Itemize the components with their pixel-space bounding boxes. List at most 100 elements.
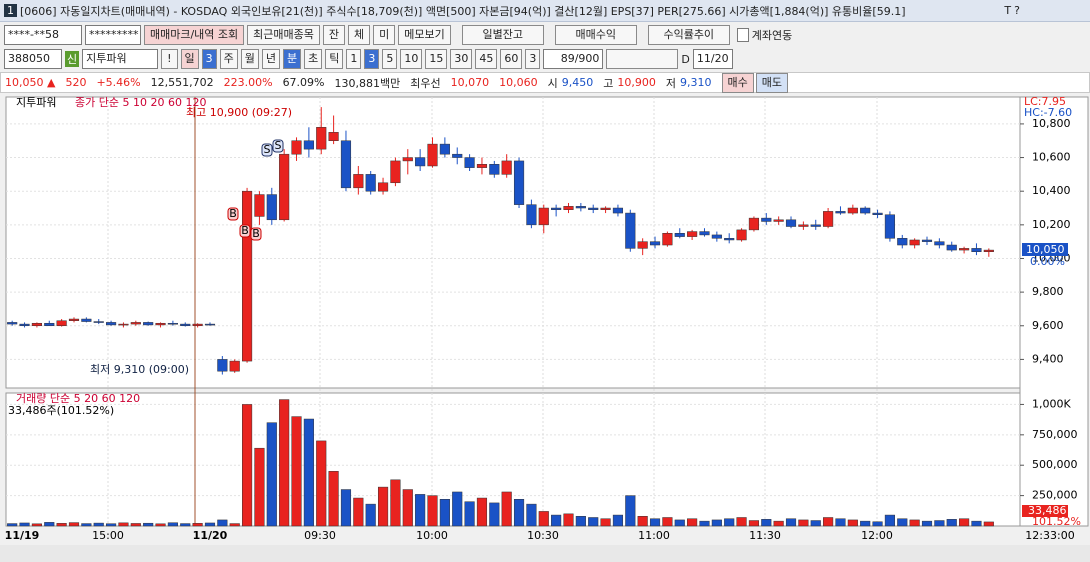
hc-label: HC:-7.60 (1024, 106, 1072, 119)
toolbar-button[interactable]: 최근매매종목 (247, 25, 320, 45)
volume-bar (130, 523, 141, 527)
volume-bar (241, 404, 253, 527)
symbol-bar: 388050 신 지투파워 ! 일 3 주 월 년 분 초 틱 1 3 5 10 15 30 45 60 3 89… (0, 48, 1090, 70)
date-input[interactable]: 11/20 (692, 49, 733, 69)
volume-bar (316, 440, 327, 527)
interval-button[interactable]: 30 (450, 49, 473, 69)
toolbar-button[interactable]: 매매마크/내역 조회 (144, 25, 245, 45)
volume-bar (427, 495, 438, 527)
x-tick-label: 12:00 (861, 529, 893, 542)
candle-body (353, 174, 364, 189)
trade-mark-label: B (241, 224, 249, 237)
toolbar-button[interactable]: 메모보기 (398, 25, 451, 45)
interval-button[interactable]: 3 (364, 49, 380, 69)
quote-item: 520 (65, 76, 87, 89)
y-tick-label: 10,600 (1032, 151, 1071, 164)
volume-bar (711, 519, 722, 527)
x-tick-label: 11/19 (5, 529, 40, 542)
candle-body (983, 249, 994, 253)
volume-bar (167, 522, 178, 527)
candle-body (625, 212, 636, 249)
candle-body (427, 143, 438, 167)
candle-body (155, 322, 166, 326)
volume-bar (983, 521, 994, 527)
volume-bar (390, 479, 401, 527)
y-tick-label: 9,800 (1032, 285, 1064, 298)
candle-body (773, 219, 784, 222)
x-tick-label: 09:30 (304, 529, 336, 542)
candle-body (241, 190, 253, 362)
window-button[interactable]: T (1004, 4, 1012, 17)
volume-tick-label: 1,000K (1032, 397, 1071, 410)
count-input[interactable]: 89/900 (543, 49, 604, 69)
volume-bar (798, 519, 809, 527)
interval-button[interactable]: 15 (425, 49, 448, 69)
chart: 9,4009,6009,80010,00010,20010,40010,6001… (0, 95, 1090, 562)
buy-button[interactable]: 매수 (721, 72, 754, 93)
volume-bar (143, 522, 154, 527)
period-button[interactable]: 주 (219, 49, 238, 69)
candle-body (884, 214, 895, 239)
volume-bar (81, 523, 92, 527)
candle-body (823, 211, 834, 227)
volume-bar (19, 522, 30, 527)
toolbar-button[interactable]: 잔 (322, 25, 346, 45)
volume-bar (674, 519, 685, 527)
interval-button[interactable]: 5 (382, 49, 398, 69)
app-icon: 1 (4, 4, 17, 17)
toolbar-button[interactable]: 체 (348, 25, 371, 45)
trade-mark-label: B (252, 227, 260, 240)
toolbar-button[interactable]: 미 (373, 25, 396, 45)
trade-mark (227, 207, 239, 221)
candle-body (106, 322, 117, 326)
period-button[interactable]: 초 (304, 49, 323, 69)
candle-body (860, 207, 871, 214)
volume-bar (971, 520, 982, 527)
period-button[interactable]: 월 (240, 49, 259, 69)
volume-bar (365, 503, 376, 527)
name-input[interactable]: 지투파워 (82, 49, 159, 69)
checkbox[interactable] (736, 28, 749, 42)
toolbar-button[interactable]: 일별잔고 (461, 25, 544, 45)
account-input[interactable]: ****-**58 (4, 25, 82, 45)
period-button[interactable]: 일 (180, 49, 199, 69)
interval-button[interactable]: 10 (400, 49, 423, 69)
candle-body (649, 241, 661, 246)
volume-bar (93, 522, 104, 527)
toolbar-button[interactable]: 수익률추이 (647, 25, 730, 45)
volume-bar (402, 489, 413, 527)
interval-button[interactable]: 1 (346, 49, 362, 69)
quote-item: 67.09% (282, 76, 325, 89)
volume-bar (785, 518, 797, 527)
candle-body (93, 321, 104, 323)
candle-body (56, 320, 67, 327)
volume-bar (946, 519, 957, 527)
sell-button[interactable]: 매도 (755, 72, 788, 93)
candle-body (7, 322, 18, 325)
y-tick-label: 10,200 (1032, 218, 1071, 231)
period-button[interactable]: 3 (201, 49, 217, 69)
trade-mark-label: S (275, 139, 282, 152)
password-input[interactable]: ********* (85, 25, 141, 45)
interval-button[interactable]: 3 (525, 49, 541, 69)
volume-bar (835, 518, 846, 527)
candle-body (921, 239, 933, 242)
interval-button[interactable]: 45 (475, 49, 498, 69)
code-input[interactable]: 388050 (4, 49, 62, 69)
period-button[interactable]: 년 (261, 49, 281, 69)
alert-button[interactable]: ! (161, 49, 178, 69)
quote-item: 130,881백만 (334, 76, 401, 90)
quote-item: 12,551,702 (150, 76, 214, 89)
x-tick-label: 15:00 (92, 529, 124, 542)
period-button[interactable]: 분 (283, 49, 302, 69)
period-button[interactable]: 틱 (325, 49, 344, 69)
checkbox-label: 계좌연동 (751, 29, 793, 42)
tool-icon[interactable] (606, 49, 679, 69)
candle-body (699, 231, 710, 236)
candle-body (909, 239, 920, 246)
y-tick-label: 10,400 (1032, 184, 1071, 197)
window-button[interactable]: ? (1014, 4, 1020, 17)
volume-note: 33,486주(101.52%) (8, 404, 114, 417)
interval-button[interactable]: 60 (500, 49, 523, 69)
toolbar-button[interactable]: 매매수익 (554, 25, 637, 45)
